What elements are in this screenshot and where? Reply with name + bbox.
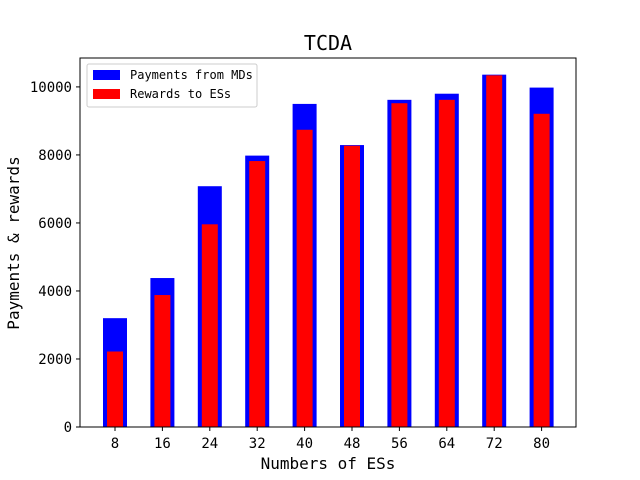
y-axis-label: Payments & rewards: [4, 156, 23, 329]
legend-label-payments: Payments from MDs: [130, 68, 253, 82]
legend-box: [86, 63, 258, 108]
x-tick-label-48: 48: [344, 436, 361, 452]
y-tick-label-0: 0: [64, 420, 72, 436]
y-tick-label-8000: 8000: [38, 148, 72, 164]
bar-rewards-16: [154, 295, 171, 427]
bar-rewards-56: [391, 103, 408, 427]
x-axis-label: Numbers of ESs: [261, 454, 396, 473]
bar-rewards-48: [344, 145, 360, 428]
x-tick-label-40: 40: [296, 436, 313, 452]
legend-swatch-payments: [93, 70, 120, 80]
bar-rewards-8: [107, 351, 123, 427]
y-tick-label-6000: 6000: [38, 216, 72, 232]
bar-rewards-64: [438, 99, 455, 427]
y-tick-label-4000: 4000: [38, 284, 72, 300]
legend: Payments from MDs Rewards to ESs: [86, 63, 258, 108]
legend-swatch-rewards: [93, 89, 120, 99]
x-tick-label-16: 16: [154, 436, 171, 452]
x-tick-label-32: 32: [249, 436, 266, 452]
bar-rewards-80: [533, 113, 550, 427]
y-axis: 0 2000 4000 6000 8000 10000: [30, 80, 80, 436]
x-tick-label-80: 80: [533, 436, 550, 452]
x-axis: 8 16 24 32 40 48 56 64 72 80: [111, 427, 550, 452]
plot-frame: [79, 57, 577, 428]
y-tick-label-2000: 2000: [38, 352, 72, 368]
bars-group: [103, 74, 554, 428]
bar-rewards-32: [249, 161, 266, 428]
bar-rewards-72: [486, 75, 503, 427]
legend-label-rewards: Rewards to ESs: [130, 87, 231, 101]
x-tick-label-8: 8: [111, 436, 119, 452]
y-tick-label-10000: 10000: [30, 80, 72, 96]
x-tick-label-56: 56: [391, 436, 408, 452]
x-tick-label-72: 72: [486, 436, 503, 452]
bar-rewards-24: [201, 224, 218, 427]
bar-rewards-40: [296, 129, 313, 427]
x-tick-label-64: 64: [438, 436, 455, 452]
x-tick-label-24: 24: [201, 436, 218, 452]
chart-title: TCDA: [304, 31, 352, 55]
